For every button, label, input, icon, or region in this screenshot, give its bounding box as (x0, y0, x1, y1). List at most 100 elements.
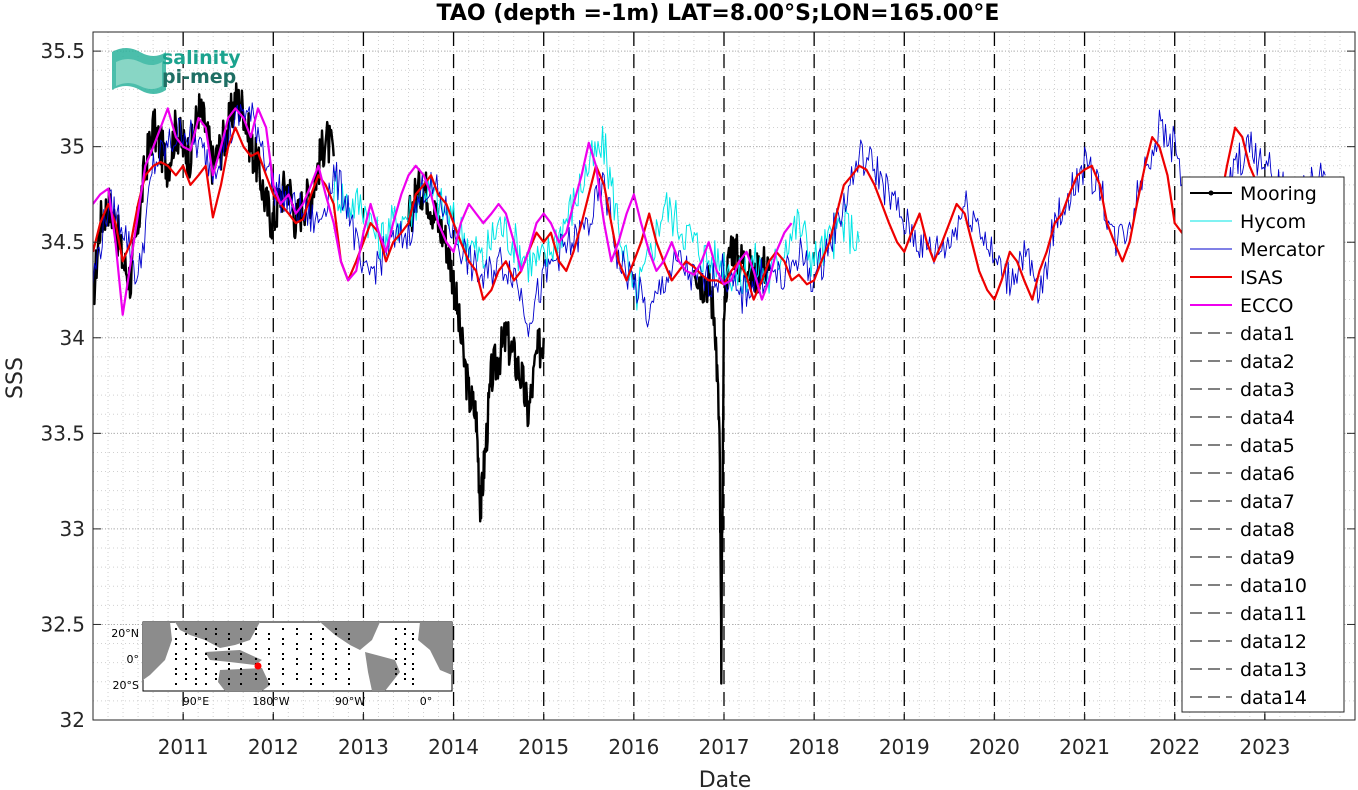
legend-label: ISAS (1240, 267, 1283, 289)
inset-buoy-dot (215, 643, 217, 645)
legend-label: data7 (1240, 491, 1295, 513)
inset-buoy-dot (268, 638, 270, 640)
inset-buoy-dot (175, 653, 177, 655)
inset-buoy-dot (282, 628, 284, 630)
x-axis-label: Date (699, 768, 752, 790)
inset-buoy-dot (195, 668, 197, 670)
inset-lat-0: 0° (127, 653, 140, 666)
inset-buoy-dot (228, 678, 230, 680)
inset-buoy-dot (335, 673, 337, 675)
series-line-isas (93, 126, 1282, 301)
inset-buoy-dot (185, 678, 187, 680)
inset-asia-land (175, 622, 260, 648)
x-tick-label: 2016 (608, 735, 659, 759)
inset-buoy-dot (404, 633, 406, 635)
inset-buoy-dot (348, 638, 350, 640)
x-tick-label: 2019 (879, 735, 930, 759)
inset-buoy-dot (205, 638, 207, 640)
inset-buoy-dot (215, 633, 217, 635)
inset-africa-east-land (418, 622, 452, 675)
inset-buoy-dot (240, 673, 242, 675)
y-ticks: 32 32.5 33 33.5 34 34.5 35 35.5 (40, 39, 1355, 732)
inset-buoy-dot (228, 683, 230, 685)
logo-line1: salinity (162, 47, 241, 69)
inset-buoy-dot (228, 668, 230, 670)
inset-buoy-dot (404, 658, 406, 660)
inset-buoy-dot (348, 683, 350, 685)
x-tick-label: 2020 (969, 735, 1020, 759)
legend-label: Hycom (1240, 211, 1306, 233)
inset-buoy-dot (205, 643, 207, 645)
inset-buoy-dot (205, 658, 207, 660)
inset-buoy-dot (282, 673, 284, 675)
legend-label: data10 (1240, 575, 1307, 597)
inset-buoy-dot (404, 678, 406, 680)
inset-buoy-dot (185, 648, 187, 650)
y-tick-label: 34 (60, 326, 85, 350)
x-tick-label: 2021 (1059, 735, 1110, 759)
legend: Mooring Hycom Mercator ISAS ECCO data1 data2 da… (1181, 176, 1345, 713)
inset-buoy-dot (412, 663, 414, 665)
inset-map: 20°N 0° 20°S 90°E 180°W 90°W 0° (111, 621, 453, 708)
x-tick-label: 2012 (248, 735, 299, 759)
inset-buoy-dot (395, 643, 397, 645)
x-ticks: 2011 2012 2013 2014 2015 2016 2017 2018 2019 2020… (158, 712, 1290, 759)
inset-buoy-dot (282, 683, 284, 685)
inset-buoy-dot (395, 653, 397, 655)
inset-buoy-dot (348, 633, 350, 635)
inset-buoy-dot (348, 663, 350, 665)
inset-buoy-dot (412, 648, 414, 650)
inset-buoy-dot (404, 673, 406, 675)
inset-buoy-dot (228, 638, 230, 640)
inset-buoy-dot (195, 648, 197, 650)
inset-southamerica-land (365, 652, 400, 691)
inset-buoy-dot (322, 658, 324, 660)
inset-buoy-dot (282, 643, 284, 645)
inset-buoy-dot (310, 653, 312, 655)
inset-buoy-dot (404, 648, 406, 650)
inset-buoy-dot (335, 628, 337, 630)
inset-buoy-dot (215, 628, 217, 630)
inset-buoy-dot (240, 658, 242, 660)
inset-buoy-dot (395, 658, 397, 660)
y-tick-label: 32 (60, 708, 85, 732)
y-axis-label: SSS (3, 357, 28, 399)
inset-buoy-dot (185, 628, 187, 630)
inset-buoy-dot (195, 633, 197, 635)
inset-buoy-dot (195, 683, 197, 685)
inset-buoy-dot (348, 653, 350, 655)
inset-buoy-dot (335, 633, 337, 635)
inset-buoy-dot (310, 638, 312, 640)
y-tick-label: 32.5 (40, 612, 85, 636)
inset-buoy-dot (322, 638, 324, 640)
x-tick-label: 2015 (518, 735, 569, 759)
inset-buoy-dot (335, 648, 337, 650)
logo-line2: pi-mep (162, 66, 236, 88)
inset-buoy-dot (412, 683, 414, 685)
inset-buoy-dot (175, 638, 177, 640)
series-line-mooring (407, 168, 545, 523)
inset-lon-90w: 90°W (335, 695, 365, 708)
inset-buoy-dot (404, 663, 406, 665)
x-tick-label: 2017 (699, 735, 750, 759)
inset-lat-20s: 20°S (113, 679, 139, 692)
inset-buoy-dot (195, 653, 197, 655)
inset-buoy-dot (195, 638, 197, 640)
y-tick-label: 33 (60, 517, 85, 541)
inset-buoy-dot (282, 653, 284, 655)
inset-buoy-dot (348, 648, 350, 650)
legend-label: data6 (1240, 463, 1295, 485)
inset-buoy-dots (175, 628, 414, 685)
inset-buoy-dot (215, 658, 217, 660)
inset-buoy-dot (175, 668, 177, 670)
chart-title: TAO (depth =-1m) LAT=8.00°S;LON=165.00°E (437, 1, 1000, 26)
inset-buoy-dot (175, 643, 177, 645)
inset-buoy-dot (215, 663, 217, 665)
inset-buoy-dot (185, 633, 187, 635)
inset-buoy-dot (404, 643, 406, 645)
inset-buoy-dot (296, 678, 298, 680)
inset-buoy-dot (215, 673, 217, 675)
inset-buoy-dot (412, 633, 414, 635)
inset-buoy-dot (240, 683, 242, 685)
